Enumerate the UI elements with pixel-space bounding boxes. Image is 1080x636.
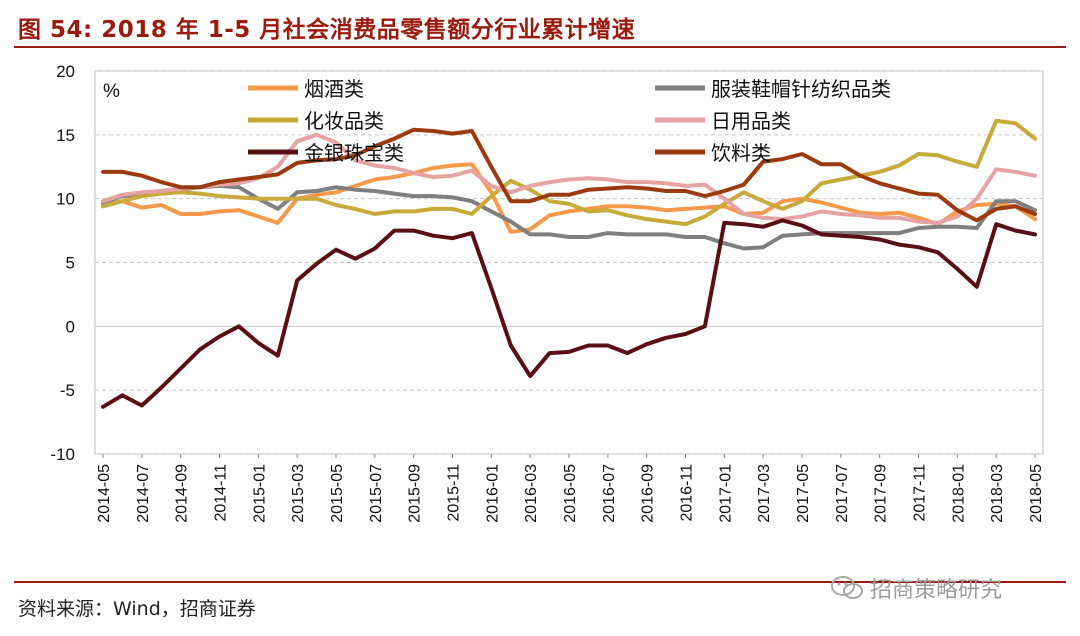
x-tick-label: 2017-01: [717, 464, 734, 523]
y-tick-label: -5: [60, 381, 75, 400]
x-tick-label: 2015-03: [290, 464, 307, 523]
legend-label: 日用品类: [711, 109, 791, 133]
legend-label: 烟酒类: [304, 77, 364, 101]
x-tick-label: 2016-03: [523, 464, 540, 523]
x-tick-label: 2015-07: [368, 464, 385, 523]
x-tick-label: 2016-07: [601, 464, 618, 523]
y-tick-label: 15: [56, 126, 75, 145]
x-tick-label: 2015-01: [251, 464, 268, 523]
series-line: [101, 127, 1037, 223]
y-tick-label: 0: [66, 317, 75, 336]
x-tick-label: 2014-09: [174, 464, 191, 523]
x-tick-label: 2016-11: [679, 464, 696, 522]
wechat-icon: [831, 576, 863, 599]
watermark-text: 招商策略研究: [870, 578, 1003, 603]
line-chart: 20 15 10 5 0 -5 -10 2014-05 2014-07 2014-09 2014-1…: [50, 62, 1045, 523]
x-tick-label: 2014-07: [135, 464, 152, 523]
x-tick-label: 2015-11: [446, 464, 463, 522]
legend-label: 金银珠宝类: [304, 141, 404, 165]
unit-label: %: [103, 81, 120, 102]
legend-label: 饮料类: [711, 141, 771, 165]
y-tick-label: -10: [50, 445, 75, 464]
y-tick-label: 5: [66, 254, 75, 273]
legend-label: 化妆品类: [304, 109, 384, 133]
title-rule: [14, 46, 1066, 48]
legend-label: 服装鞋帽针纺织品类: [711, 77, 891, 101]
x-tick-label: 2015-05: [329, 464, 346, 523]
x-tick-label: 2016-05: [562, 464, 579, 523]
x-tick-label: 2016-09: [640, 464, 657, 523]
x-tick-label: 2017-05: [795, 464, 812, 523]
page-title: 图 54: 2018 年 1-5 月社会消费品零售额分行业累计增速: [18, 17, 636, 43]
x-tick-label: 2014-11: [213, 464, 230, 522]
x-tick-label: 2014-05: [96, 464, 113, 523]
x-tick-label: 2018-01: [950, 464, 967, 523]
series-line: [101, 218, 1037, 409]
x-tick-label: 2017-11: [912, 464, 929, 522]
footer-rule: [14, 581, 1066, 583]
series-line: [101, 118, 1037, 227]
x-tick-label: 2017-07: [834, 464, 851, 523]
x-tick-label: 2018-03: [989, 464, 1006, 523]
x-tick-label: 2016-01: [484, 464, 501, 523]
y-tick-label: 10: [56, 190, 75, 209]
x-tick-label: 2015-09: [407, 464, 424, 523]
x-tick-label: 2017-03: [756, 464, 773, 523]
x-tick-label: 2017-09: [873, 464, 890, 523]
x-tick-label: 2018-05: [1028, 464, 1045, 523]
source-note: 资料来源：Wind，招商证券: [18, 598, 256, 620]
y-tick-label: 20: [56, 62, 75, 81]
watermark: 招商策略研究: [830, 572, 1002, 604]
series-line: [101, 162, 1037, 234]
